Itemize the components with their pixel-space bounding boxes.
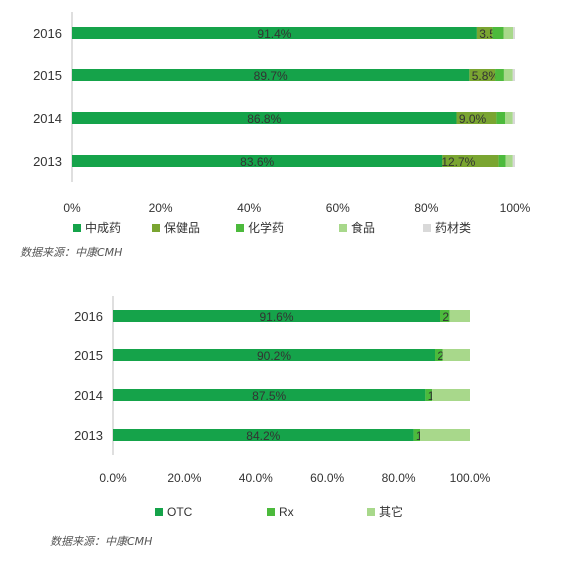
bar-segment bbox=[492, 27, 504, 39]
data-label: 91.6% bbox=[259, 310, 293, 324]
bar-segment bbox=[442, 155, 499, 167]
bar-segment bbox=[435, 349, 443, 361]
category-label: 2016 bbox=[74, 309, 103, 324]
bar-segment bbox=[512, 155, 515, 167]
data-label: 90.2% bbox=[257, 349, 291, 363]
bar-segment bbox=[72, 69, 470, 81]
bar-segment bbox=[469, 69, 496, 81]
legend-swatch bbox=[423, 224, 431, 232]
bar-segment bbox=[513, 27, 515, 39]
legend-swatch bbox=[152, 224, 160, 232]
bar-segment bbox=[505, 112, 513, 124]
bar-segment bbox=[72, 112, 457, 124]
bar-segment bbox=[440, 310, 450, 322]
source-note: 数据来源：中康CMH bbox=[50, 535, 152, 548]
chart-otc-rx-share: 201691.6%2.7%201590.2%2.1%201487.5%1.9%2… bbox=[50, 296, 491, 548]
bar-segment bbox=[498, 155, 506, 167]
x-tick-label: 100.0% bbox=[450, 471, 491, 485]
legend-label: OTC bbox=[167, 505, 193, 519]
x-tick-label: 60% bbox=[326, 201, 350, 215]
legend-swatch bbox=[73, 224, 81, 232]
data-label: 86.8% bbox=[247, 112, 281, 126]
x-tick-label: 100% bbox=[500, 201, 531, 215]
category-label: 2014 bbox=[74, 388, 103, 403]
category-label: 2015 bbox=[74, 348, 103, 363]
data-label: 89.7% bbox=[254, 69, 288, 83]
legend-swatch bbox=[267, 508, 275, 516]
category-label: 2013 bbox=[33, 154, 62, 169]
bar-segment bbox=[476, 27, 493, 39]
x-tick-label: 0% bbox=[63, 201, 81, 215]
legend-label: 食品 bbox=[351, 220, 375, 235]
legend-label: 药材类 bbox=[435, 221, 471, 235]
x-tick-label: 40% bbox=[237, 201, 261, 215]
x-tick-label: 20.0% bbox=[167, 471, 201, 485]
legend-swatch bbox=[155, 508, 163, 516]
chart-product-type-share: 201691.4%3.5%201589.7%5.8%201486.8%9.0%2… bbox=[20, 12, 531, 259]
category-label: 2016 bbox=[33, 26, 62, 41]
data-label: 5.8% bbox=[472, 69, 500, 83]
bar-segment bbox=[113, 389, 426, 401]
data-label: 83.6% bbox=[240, 155, 274, 169]
bar-segment bbox=[113, 349, 436, 361]
bar-segment bbox=[496, 112, 506, 124]
bar-segment bbox=[503, 27, 514, 39]
category-label: 2015 bbox=[33, 68, 62, 83]
category-label: 2013 bbox=[74, 428, 103, 443]
legend-label: 中成药 bbox=[85, 220, 121, 235]
bar-segment bbox=[512, 112, 515, 124]
legend-swatch bbox=[236, 224, 244, 232]
data-label: 9.0% bbox=[459, 112, 487, 126]
bar-segment bbox=[442, 349, 470, 361]
data-label: 84.2% bbox=[246, 429, 280, 443]
legend-label: 化学药 bbox=[248, 220, 284, 235]
bar-segment bbox=[432, 389, 470, 401]
category-label: 2014 bbox=[33, 111, 62, 126]
legend-label: 其它 bbox=[379, 504, 403, 519]
data-label: 87.5% bbox=[252, 389, 286, 403]
bar-segment bbox=[512, 69, 515, 81]
legend-label: 保健品 bbox=[164, 221, 200, 235]
data-label: 91.4% bbox=[257, 27, 291, 41]
bar-segment bbox=[456, 112, 497, 124]
bar-segment bbox=[503, 69, 513, 81]
legend-swatch bbox=[339, 224, 347, 232]
x-tick-label: 80% bbox=[414, 201, 438, 215]
x-tick-label: 80.0% bbox=[382, 471, 416, 485]
x-tick-label: 40.0% bbox=[239, 471, 273, 485]
bar-segment bbox=[413, 429, 421, 441]
bar-segment bbox=[425, 389, 433, 401]
data-label: 12.7% bbox=[441, 155, 475, 169]
bar-segment bbox=[113, 310, 441, 322]
bar-segment bbox=[72, 27, 477, 39]
bar-segment bbox=[420, 429, 470, 441]
x-tick-label: 0.0% bbox=[99, 471, 127, 485]
bar-segment bbox=[72, 155, 443, 167]
bar-segment bbox=[449, 310, 470, 322]
source-note: 数据来源：中康CMH bbox=[20, 246, 122, 259]
bar-segment bbox=[495, 69, 504, 81]
x-tick-label: 20% bbox=[149, 201, 173, 215]
bar-segment bbox=[505, 155, 513, 167]
legend-swatch bbox=[367, 508, 375, 516]
x-tick-label: 60.0% bbox=[310, 471, 344, 485]
legend-label: Rx bbox=[279, 505, 294, 519]
bar-segment bbox=[113, 429, 414, 441]
